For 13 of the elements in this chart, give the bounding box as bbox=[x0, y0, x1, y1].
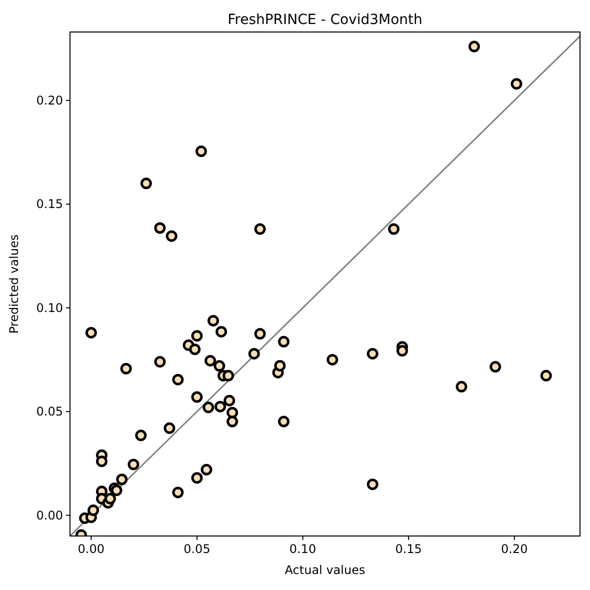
x-tick-label: 0.00 bbox=[78, 542, 105, 556]
x-tick-label: 0.20 bbox=[501, 542, 528, 556]
y-tick-label: 0.20 bbox=[36, 93, 63, 108]
y-tick-label: 0.00 bbox=[36, 508, 63, 522]
y-tick-label: 0.05 bbox=[36, 404, 63, 419]
y-axis-title: Predicted values bbox=[7, 234, 21, 334]
x-tick-label: 0.15 bbox=[395, 542, 422, 556]
y-tick-label: 0.10 bbox=[36, 300, 63, 315]
chart-title: FreshPRINCE - Covid3Month bbox=[228, 12, 422, 28]
x-tick-label: 0.10 bbox=[289, 542, 316, 556]
x-tick-label: 0.05 bbox=[184, 542, 210, 556]
x-axis-title: Actual values bbox=[284, 563, 366, 577]
y-tick-label: 0.15 bbox=[36, 197, 63, 212]
